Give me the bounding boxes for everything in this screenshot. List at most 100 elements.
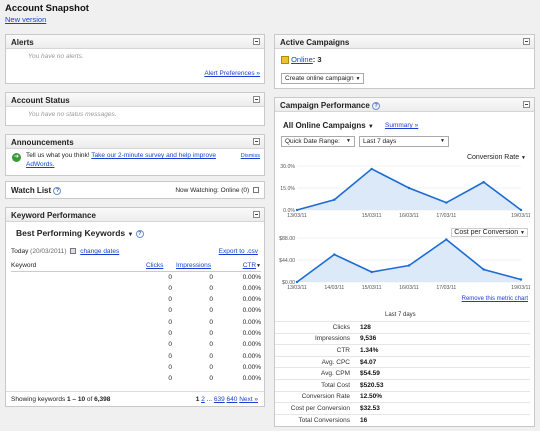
change-dates-link[interactable]: change dates: [80, 248, 120, 255]
keyword-cell: [11, 283, 146, 294]
new-version-link[interactable]: New version: [5, 15, 47, 24]
best-performing-dropdown[interactable]: Best Performing Keywords: [16, 228, 126, 238]
stat-value: $32.53: [360, 404, 380, 412]
stat-label: Cost per Conversion: [290, 404, 350, 412]
ctr-cell: 0.00%: [242, 318, 261, 326]
now-watching-label: Now Watching:: [175, 187, 219, 194]
showing-range: 1 – 10: [67, 396, 86, 403]
announcements-title: Announcements: [11, 138, 74, 147]
page-640[interactable]: 640: [226, 396, 238, 403]
dropdown-arrow-icon[interactable]: ▼: [367, 124, 374, 130]
stat-label: Avg. CPM: [320, 370, 350, 378]
data-point: [370, 167, 373, 171]
keyword-performance-title: Keyword Performance: [11, 211, 96, 220]
keyword-cell: [11, 316, 146, 327]
quick-date-range-select[interactable]: Quick Date Range: ▼: [281, 136, 355, 147]
minimize-icon[interactable]: [523, 101, 530, 108]
keyword-cell: [11, 271, 146, 282]
minimize-icon[interactable]: [253, 211, 260, 218]
help-icon[interactable]: ?: [372, 101, 381, 110]
stats-row: Avg. CPC $4.07: [275, 356, 530, 368]
stats-row: Total Conversions 16: [275, 414, 530, 426]
minimize-icon[interactable]: [253, 138, 260, 145]
col-clicks[interactable]: Clicks: [146, 261, 164, 269]
data-point: [333, 253, 336, 256]
alerts-empty: You have no alerts.: [28, 53, 84, 60]
announcements-panel: Announcements ➜ Tell us what you think! …: [5, 134, 265, 176]
dismiss-link[interactable]: Dismiss: [240, 153, 260, 159]
remove-metric-link[interactable]: Remove this metric chart: [461, 296, 528, 302]
survey-link[interactable]: Take our 2-minute survey and help improv…: [26, 152, 216, 168]
series-area: [297, 239, 521, 282]
next-page-link[interactable]: Next »: [239, 396, 258, 403]
keyword-performance-panel: Keyword Performance Best Performing Keyw…: [5, 207, 265, 407]
dropdown-arrow-icon[interactable]: ▼: [127, 232, 134, 238]
impressions-cell: 0: [209, 307, 213, 315]
series-area: [297, 168, 521, 210]
showing-prefix: Showing keywords: [11, 396, 66, 403]
showing-keywords: Showing keywords 1 – 10 of 6,398: [11, 396, 110, 403]
watch-list-title: Watch List: [11, 186, 52, 195]
clicks-cell: 0: [168, 296, 172, 304]
summary-link[interactable]: Summary »: [385, 122, 419, 129]
calendar-icon[interactable]: [253, 187, 259, 194]
keyword-cell: [11, 294, 146, 305]
impressions-cell: 0: [209, 341, 213, 349]
keyword-cell: [11, 339, 146, 350]
stat-value: $54.59: [360, 370, 380, 378]
page-639[interactable]: 639: [213, 396, 225, 403]
dropdown-arrow-icon[interactable]: ▼: [520, 230, 525, 236]
stat-label: Total Conversions: [298, 416, 350, 424]
active-campaigns-panel: Active Campaigns Online: 3 Create online…: [274, 34, 535, 89]
data-point: [407, 186, 411, 190]
last-7-days-select[interactable]: Last 7 days ▼: [359, 136, 449, 147]
data-point: [445, 201, 448, 204]
dropdown-arrow-icon[interactable]: ▼: [521, 155, 526, 161]
help-icon[interactable]: ?: [53, 186, 62, 195]
y-tick-label: $88.00: [279, 236, 295, 242]
data-point: [519, 208, 523, 212]
alert-preferences-link[interactable]: Alert Preferences »: [204, 70, 260, 77]
stat-value: 12.50%: [360, 393, 383, 401]
all-campaigns-dropdown[interactable]: All Online Campaigns: [283, 121, 366, 130]
x-tick-label: 19/03/11: [511, 213, 530, 219]
stat-label: Avg. CPC: [321, 358, 350, 366]
x-tick-label: 13/03/11: [287, 213, 307, 219]
table-row: 0 0 0.00%: [11, 328, 261, 339]
export-csv-link[interactable]: Export to .csv: [218, 248, 258, 255]
ctr-cell: 0.00%: [242, 341, 261, 349]
table-row: 0 0 0.00%: [11, 362, 261, 373]
clicks-cell: 0: [168, 284, 172, 292]
stats-table: Clicks 128 Impressions 9,536 CTR 1.34% Avg. CP…: [275, 321, 530, 426]
ctr-cell: 0.00%: [242, 352, 261, 360]
online-link[interactable]: Online: [291, 55, 313, 64]
announcement-text: Tell us what you think!: [26, 152, 90, 159]
minimize-icon[interactable]: [253, 96, 260, 103]
ctr-cell: 0.00%: [242, 363, 261, 371]
col-ctr[interactable]: CTR: [242, 261, 257, 269]
ctr-cell: 0.00%: [242, 375, 261, 383]
chart2-metric-select[interactable]: Cost per Conversion: [454, 229, 519, 236]
table-row: 0 0 0.00%: [11, 373, 261, 384]
page-header: Account Snapshot New version: [5, 3, 89, 24]
help-icon[interactable]: ?: [135, 229, 144, 238]
minimize-icon[interactable]: [523, 38, 530, 45]
alerts-title: Alerts: [11, 38, 34, 47]
impressions-cell: 0: [209, 318, 213, 326]
col-impressions[interactable]: Impressions: [176, 261, 212, 269]
today-label: Today: [11, 248, 29, 255]
calendar-icon[interactable]: [70, 248, 77, 255]
page-2[interactable]: 2: [201, 396, 205, 403]
clicks-cell: 0: [168, 375, 172, 383]
data-point: [482, 268, 485, 271]
table-row: 0 0 0.00%: [11, 294, 261, 305]
keyword-cell: [11, 328, 146, 339]
account-status-empty: You have no status messages.: [28, 111, 117, 118]
create-campaign-select[interactable]: Create online campaign ▼: [281, 73, 365, 84]
stat-label: CTR: [336, 346, 350, 354]
minimize-icon[interactable]: [253, 38, 260, 45]
chart1-metric-select[interactable]: Conversion Rate: [466, 154, 520, 161]
online-campaign-icon: [281, 56, 289, 65]
showing-total: 6,398: [94, 396, 111, 403]
